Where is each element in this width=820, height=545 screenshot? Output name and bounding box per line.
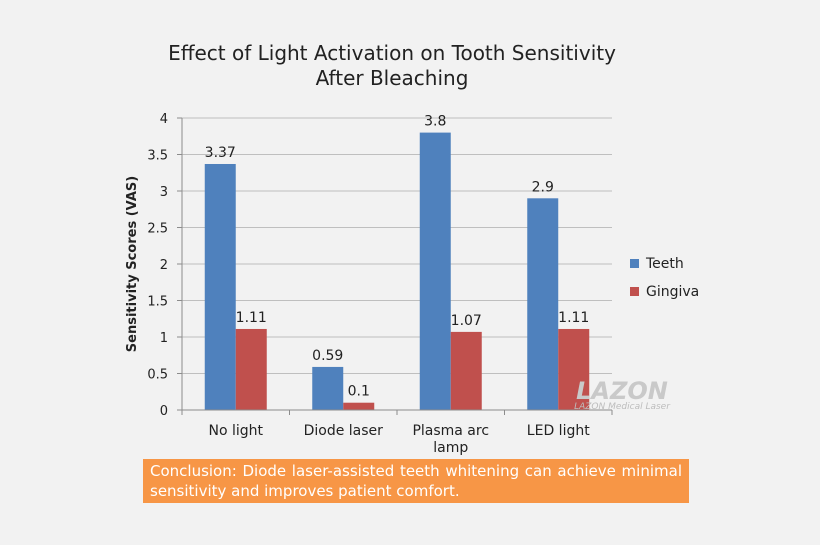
bar-teeth (527, 198, 559, 410)
conclusion-box: Conclusion: Diode laser-assisted teeth w… (143, 459, 689, 503)
legend-label: Gingiva (646, 284, 699, 300)
y-tick-label: 3.5 (147, 149, 168, 164)
y-axis-label: Sensitivity Scores (VAS) (125, 176, 140, 352)
legend: Teeth Gingiva (630, 256, 699, 300)
y-tick-label: 0.5 (147, 368, 168, 383)
data-label: 0.1 (348, 384, 370, 400)
data-label: 1.11 (558, 310, 589, 326)
data-label: 3.8 (424, 114, 446, 130)
bar-teeth (419, 132, 451, 410)
y-tick-label: 2.5 (147, 222, 168, 237)
lazon-logo-watermark: LAZON LAZON Medical Laser (574, 377, 671, 412)
legend-swatch-gingiva (630, 287, 639, 296)
x-tick-label: Plasma arc (412, 423, 489, 439)
y-tick-label: 0 (160, 404, 168, 419)
y-tick-label: 4 (160, 112, 168, 127)
axes (181, 118, 613, 415)
y-axis-ticks: 0 0.5 1 1.5 2 2.5 3 3.5 4 (147, 112, 182, 419)
y-tick-label: 1 (160, 331, 168, 346)
bar-gingiva (343, 402, 375, 410)
x-tick-label: lamp (433, 440, 468, 456)
bar-gingiva (235, 328, 267, 410)
y-tick-label: 1.5 (147, 295, 168, 310)
chart-title-line: After Bleaching (316, 66, 469, 90)
x-tick-label: LED light (527, 423, 590, 439)
chart-title-line: Effect of Light Activation on Tooth Sens… (168, 41, 616, 65)
data-label: 2.9 (532, 179, 554, 195)
data-label: 1.07 (451, 313, 482, 329)
bars: 3.37 0.59 3.8 2.9 1.11 0.1 1.07 1.11 (204, 114, 590, 410)
bar-gingiva (558, 328, 590, 410)
chart-title: Effect of Light Activation on Tooth Sens… (168, 41, 616, 90)
legend-label: Teeth (645, 256, 684, 272)
bar-gingiva (450, 331, 482, 410)
x-tick-label: No light (208, 423, 263, 439)
legend-swatch-teeth (630, 259, 639, 268)
watermark-brand: LAZON (576, 377, 668, 405)
y-tick-label: 2 (160, 258, 168, 273)
bar-teeth (312, 366, 344, 410)
x-tick-label: Diode laser (304, 423, 384, 439)
watermark-tagline: LAZON Medical Laser (574, 402, 671, 412)
data-label: 0.59 (312, 348, 343, 364)
data-label: 3.37 (205, 145, 236, 161)
y-tick-label: 3 (160, 185, 168, 200)
data-label: 1.11 (236, 310, 267, 326)
bar-teeth (204, 163, 236, 410)
